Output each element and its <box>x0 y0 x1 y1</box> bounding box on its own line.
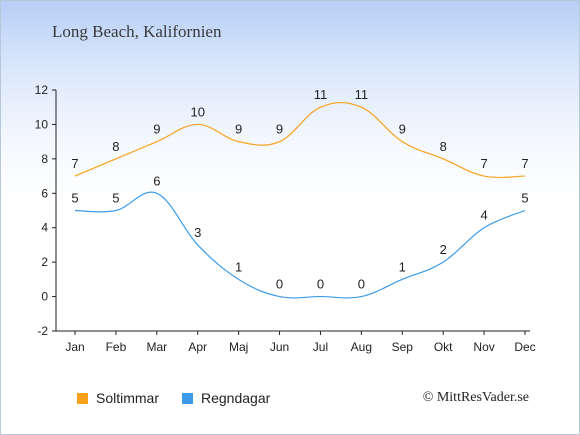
data-label-regndagar: 2 <box>440 242 447 257</box>
data-label-soltimmar: 10 <box>190 104 204 119</box>
x-tick-label: Aug <box>351 340 372 354</box>
data-label-soltimmar: 9 <box>399 122 406 137</box>
data-label-regndagar: 5 <box>112 191 119 206</box>
y-tick-label: 12 <box>35 83 49 97</box>
y-tick-label: 10 <box>35 117 49 131</box>
x-tick-label: Jun <box>270 340 289 354</box>
data-label-soltimmar: 7 <box>71 156 78 171</box>
data-label-soltimmar: 7 <box>521 156 528 171</box>
legend-item-regndagar: Regndagar <box>182 390 270 406</box>
legend-swatch-regndagar <box>182 392 193 404</box>
x-tick-label: Mar <box>146 340 167 354</box>
y-tick-label: 0 <box>41 290 48 304</box>
legend-item-soltimmar: Soltimmar <box>77 390 159 406</box>
data-label-regndagar: 1 <box>235 259 242 274</box>
data-label-regndagar: 5 <box>521 191 528 206</box>
data-label-regndagar: 3 <box>194 225 201 240</box>
x-tick-label: Dec <box>514 340 535 354</box>
x-tick-label: Jul <box>313 340 328 354</box>
series-line-regndagar <box>74 191 526 299</box>
x-tick-label: Sep <box>392 340 414 354</box>
data-label-regndagar: 0 <box>317 277 324 292</box>
series-line-soltimmar <box>74 101 526 179</box>
data-label-soltimmar: 11 <box>314 87 328 102</box>
x-tick-label: Jan <box>65 340 84 354</box>
data-label-regndagar: 6 <box>153 173 160 188</box>
x-tick-label: Apr <box>188 340 207 354</box>
x-tick-label: Feb <box>106 340 127 354</box>
data-label-soltimmar: 9 <box>235 122 242 137</box>
data-label-regndagar: 1 <box>399 259 406 274</box>
x-tick-label: Maj <box>229 340 248 354</box>
y-tick-label: 2 <box>41 255 48 269</box>
data-label-regndagar: 5 <box>71 191 78 206</box>
legend-swatch-soltimmar <box>77 392 88 404</box>
x-tick-label: Nov <box>473 340 494 354</box>
legend-label-regndagar: Regndagar <box>201 390 271 406</box>
data-label-soltimmar: 8 <box>112 139 119 154</box>
data-label-regndagar: 0 <box>358 277 365 292</box>
y-tick-label: 4 <box>41 221 48 235</box>
legend-label-soltimmar: Soltimmar <box>96 390 160 406</box>
data-label-regndagar: 4 <box>480 208 487 223</box>
data-label-soltimmar: 9 <box>153 122 160 137</box>
data-label-soltimmar: 9 <box>276 122 283 137</box>
y-tick-label: 6 <box>41 186 48 200</box>
data-label-regndagar: 0 <box>276 277 283 292</box>
x-tick-label: Okt <box>434 340 453 354</box>
y-tick-label: 8 <box>41 152 48 166</box>
copyright-text: © MittResVader.se <box>422 390 529 405</box>
data-label-soltimmar: 7 <box>480 156 487 171</box>
data-label-soltimmar: 8 <box>440 139 447 154</box>
y-tick-label: -2 <box>37 324 48 338</box>
chart-title: Long Beach, Kalifornien <box>52 22 222 41</box>
data-label-soltimmar: 11 <box>355 87 369 102</box>
